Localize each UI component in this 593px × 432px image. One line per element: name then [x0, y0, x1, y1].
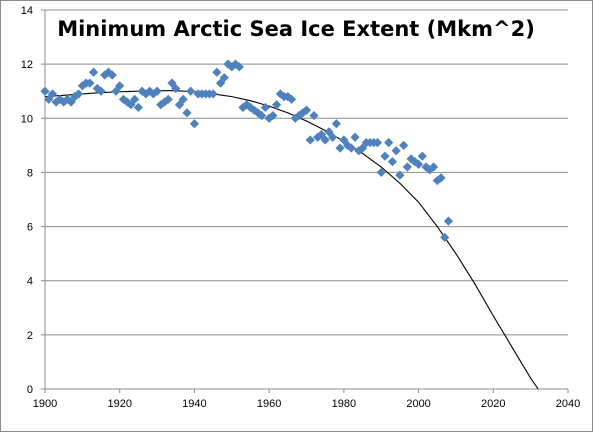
data-point [268, 110, 278, 121]
data-point [40, 86, 50, 96]
data-point [406, 154, 416, 164]
data-point [234, 62, 244, 72]
data-point [208, 89, 218, 99]
data-point [253, 108, 263, 118]
data-point [421, 162, 431, 172]
data-point [163, 94, 173, 104]
data-point [346, 143, 356, 153]
y-tick-label: 4 [27, 276, 33, 288]
data-point [152, 86, 162, 96]
data-point [156, 100, 166, 110]
data-point [47, 89, 58, 99]
data-point [301, 105, 312, 115]
data-point [399, 140, 409, 150]
data-point [103, 67, 114, 77]
data-point [395, 170, 405, 180]
data-point [305, 135, 315, 145]
data-point [182, 108, 192, 118]
y-tick-label: 14 [21, 5, 33, 17]
data-point [249, 105, 259, 115]
chart-title: Minimum Arctic Sea Ice Extent (Mkm^2) [57, 17, 535, 41]
data-point [436, 173, 446, 183]
data-point [178, 94, 188, 104]
data-point [354, 146, 364, 156]
data-point [413, 159, 424, 169]
x-tick-label: 2040 [556, 398, 580, 410]
data-point [107, 70, 117, 80]
data-point [186, 86, 196, 96]
data-points [40, 59, 454, 242]
gridlines [45, 9, 568, 336]
data-point [335, 143, 345, 153]
x-tick-label: 1940 [182, 398, 206, 410]
x-tick-label: 1920 [107, 398, 131, 410]
data-point [320, 135, 330, 145]
x-tick-label: 2020 [481, 398, 505, 410]
data-point [402, 162, 412, 172]
data-point [339, 135, 349, 145]
y-tick-label: 10 [21, 113, 33, 125]
axes: 0 2 4 6 8 10 12 14 1900 1920 1940 1960 1980 2000 2020 2… [21, 5, 580, 410]
data-point [70, 92, 80, 102]
y-tick-label: 12 [21, 59, 33, 71]
y-tick-label: 8 [27, 167, 33, 179]
data-point [350, 132, 360, 142]
y-tick-label: 0 [27, 384, 33, 396]
x-tick-label: 1900 [33, 398, 57, 410]
data-point [74, 89, 84, 99]
data-point [264, 113, 274, 123]
data-point [440, 232, 450, 242]
data-point [376, 167, 386, 178]
data-point [384, 138, 394, 148]
x-tick-label: 1980 [332, 398, 356, 410]
data-point [189, 119, 200, 129]
data-point [286, 94, 297, 104]
data-point [272, 100, 282, 110]
data-point [417, 151, 427, 161]
data-point [387, 157, 398, 167]
data-point [257, 110, 267, 121]
data-point [219, 73, 229, 83]
data-point [391, 146, 401, 156]
data-point [331, 119, 341, 129]
data-point [85, 78, 95, 88]
data-point [115, 81, 125, 91]
x-tick-label: 2000 [406, 398, 430, 410]
data-point [380, 151, 390, 161]
data-point [260, 102, 271, 113]
data-point [133, 102, 143, 113]
data-point [324, 127, 334, 137]
x-tick-label: 1960 [257, 398, 281, 410]
data-point [290, 113, 300, 123]
data-point [428, 162, 439, 172]
data-point [275, 89, 285, 99]
data-point [96, 86, 106, 96]
y-tick-label: 6 [27, 222, 33, 234]
data-point [88, 67, 99, 77]
data-point [212, 67, 222, 77]
data-point [171, 83, 181, 94]
data-point [443, 216, 454, 226]
data-point [342, 140, 353, 150]
data-point [328, 132, 338, 142]
data-point [309, 110, 319, 121]
y-tick-label: 2 [27, 330, 33, 342]
data-point [283, 92, 293, 102]
data-point [372, 138, 383, 148]
data-point [130, 94, 140, 104]
